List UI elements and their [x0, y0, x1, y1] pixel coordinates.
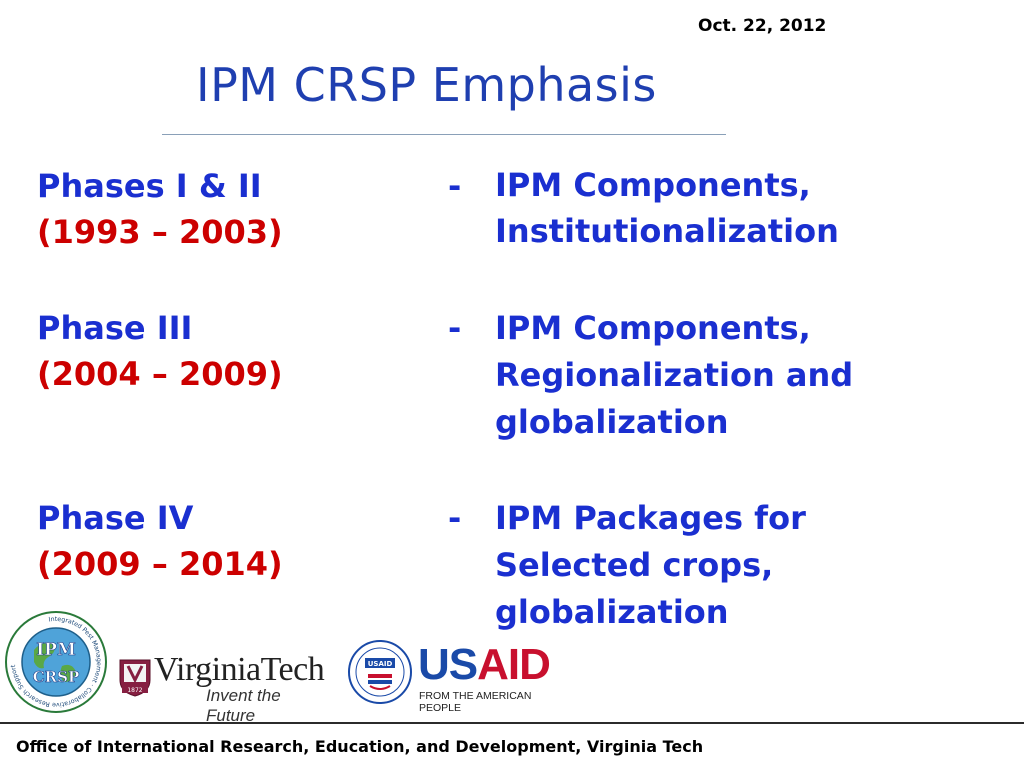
phase-label: Phases I & II — [37, 167, 262, 205]
phase-years: (2009 – 2014) — [37, 545, 283, 583]
phase-dash: - — [448, 167, 462, 205]
phase-description-line: IPM Components, — [495, 166, 811, 204]
phase-dash: - — [448, 309, 462, 347]
vt-wordmark: VirginiaTech — [154, 651, 325, 688]
phase-description-line: globalization — [495, 593, 729, 631]
phase-description-line: globalization — [495, 403, 729, 441]
phase-label: Phase III — [37, 309, 193, 347]
phase-description-line: IPM Packages for — [495, 499, 806, 537]
vt-shield-icon: 1872 — [119, 659, 151, 697]
phase-years: (2004 – 2009) — [37, 355, 283, 393]
ipm-logo-text: IPM — [36, 640, 76, 660]
date-label: Oct. 22, 2012 — [698, 16, 827, 36]
vt-shield-year: 1872 — [127, 687, 142, 694]
usaid-seal-badge: USAID — [368, 660, 393, 668]
phase-description-line: IPM Components, — [495, 309, 811, 347]
phase-years: (1993 – 2003) — [37, 213, 283, 251]
phase-description-line: Selected crops, — [495, 546, 774, 584]
ipm-crsp-logo: Integrated Pest Management · Collaborati… — [1, 605, 108, 714]
phase-dash: - — [448, 499, 462, 537]
usaid-tagline: FROM THE AMERICAN PEOPLE — [419, 690, 532, 714]
phase-description-line: Institutionalization — [495, 212, 839, 250]
slide-title: IPM CRSP Emphasis — [196, 58, 657, 112]
crsp-logo-text: CRSP — [33, 668, 80, 686]
phase-description-line: Regionalization and — [495, 356, 854, 394]
title-divider — [162, 134, 726, 135]
virginia-tech-logo: 1872 VirginiaTech Invent the Future — [118, 651, 330, 725]
footer-text: Office of International Research, Educat… — [16, 737, 704, 756]
vt-tagline: Invent the Future — [206, 686, 281, 725]
usaid-wordmark: USAID — [418, 640, 551, 689]
ipm-crsp-seal-icon: Integrated Pest Management · Collaborati… — [1, 605, 107, 713]
usaid-logo: USAID USAID FROM THE AMERICAN PEOPLE — [348, 638, 564, 714]
footer-divider — [0, 722, 1024, 724]
phase-label: Phase IV — [37, 499, 194, 537]
usaid-seal-icon: USAID — [348, 640, 412, 704]
